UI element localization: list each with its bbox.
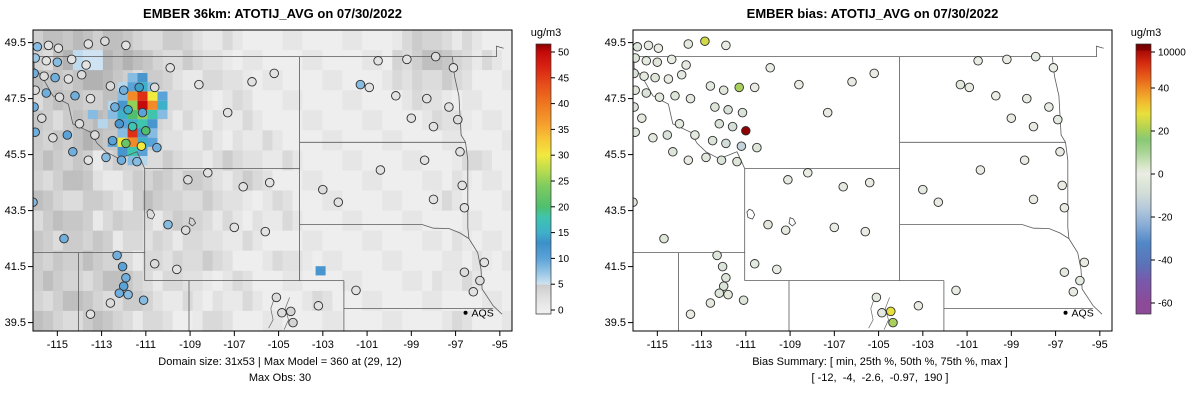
- svg-text:45.5: 45.5: [5, 149, 26, 161]
- svg-text:47.5: 47.5: [5, 93, 26, 105]
- svg-text:20: 20: [558, 202, 570, 213]
- model-raster: [33, 30, 512, 331]
- aqs-legend: AQS: [463, 307, 494, 319]
- model-panel-title: EMBER 36km: ATOTIJ_AVG on 07/30/2022: [143, 6, 402, 21]
- svg-text:43.5: 43.5: [5, 205, 26, 217]
- svg-text:-107: -107: [223, 339, 245, 351]
- svg-text:-20: -20: [1158, 213, 1173, 224]
- model-map-layers: AQS: [33, 30, 512, 331]
- bias-map: AQS -115 -113 -111 -109 -107 -105 -103 -101 -99 -9…: [605, 29, 1186, 351]
- bias-caption-summary-values: [ -12, -4, -2.6, -0.97, 190 ]: [811, 372, 949, 384]
- y-axis: 39.5 41.5 43.5 45.5 47.5 49.5: [5, 37, 33, 329]
- svg-text:40: 40: [558, 99, 570, 110]
- aqs-legend: AQS: [1063, 307, 1094, 319]
- svg-text:-111: -111: [736, 339, 756, 351]
- svg-text:49.5: 49.5: [605, 37, 626, 49]
- svg-text:-101: -101: [356, 339, 378, 351]
- svg-text:-60: -60: [1158, 299, 1173, 310]
- svg-text:-109: -109: [179, 339, 201, 351]
- svg-text:-111: -111: [136, 339, 156, 351]
- model-colorbar: 0 5 10 15 20 25 30 35 40 45 50: [535, 43, 570, 317]
- bias-caption-summary-label: Bias Summary: [ min, 25th %, 50th %, 75t…: [752, 356, 1008, 368]
- bias-map-layers: AQS: [633, 30, 1112, 331]
- bias-panel: AQS -115 -113 -111 -109 -107 -105 -103 -101 -99 -9…: [600, 0, 1200, 409]
- svg-text:39.5: 39.5: [5, 317, 26, 329]
- rivers: [868, 297, 890, 330]
- svg-text:-40: -40: [1158, 256, 1173, 267]
- svg-text:-103: -103: [312, 339, 334, 351]
- svg-text:-95: -95: [492, 339, 508, 351]
- svg-text:AQS: AQS: [472, 307, 494, 319]
- svg-text:-103: -103: [912, 339, 934, 351]
- svg-text:49.5: 49.5: [5, 37, 26, 49]
- svg-text:-113: -113: [91, 339, 112, 351]
- lakes: [146, 208, 197, 227]
- svg-text:AQS: AQS: [1072, 307, 1094, 319]
- svg-text:15: 15: [558, 228, 570, 239]
- x-axis: -115 -113 -111 -109 -107 -105 -103 -101 -99 -97 -9…: [47, 331, 508, 351]
- svg-text:-107: -107: [823, 339, 845, 351]
- svg-text:43.5: 43.5: [605, 205, 626, 217]
- svg-text:50: 50: [558, 48, 570, 59]
- obs-stations: [33, 36, 490, 328]
- model-map: AQS -115 -113 -111 -109 -107 -105 -103 -101 -99 -9…: [5, 29, 570, 351]
- svg-text:-97: -97: [1048, 339, 1064, 351]
- lakes: [746, 208, 797, 227]
- svg-text:-105: -105: [868, 339, 890, 351]
- svg-text:0: 0: [558, 306, 564, 317]
- svg-text:39.5: 39.5: [605, 317, 626, 329]
- svg-text:-101: -101: [956, 339, 978, 351]
- bias-colorbar-units: ug/m3: [1130, 27, 1162, 39]
- svg-text:-99: -99: [1003, 339, 1019, 351]
- svg-text:-105: -105: [268, 339, 290, 351]
- bias-stations: [633, 36, 1090, 328]
- svg-text:41.5: 41.5: [5, 261, 26, 273]
- svg-text:47.5: 47.5: [605, 93, 626, 105]
- svg-text:-97: -97: [448, 339, 464, 351]
- model-colorbar-units: ug/m3: [530, 27, 562, 39]
- model-panel: AQS -115 -113 -111 -109 -107 -105 -103 -101 -99 -9…: [5, 6, 570, 384]
- svg-text:45.5: 45.5: [605, 149, 626, 161]
- svg-text:5: 5: [558, 280, 564, 291]
- y-axis: 39.5 41.5 43.5 45.5 47.5 49.5: [605, 37, 633, 329]
- svg-text:-99: -99: [403, 339, 419, 351]
- svg-text:30: 30: [558, 151, 570, 162]
- svg-text:-115: -115: [47, 339, 68, 351]
- svg-text:-115: -115: [647, 339, 668, 351]
- svg-text:41.5: 41.5: [605, 261, 626, 273]
- svg-text:10: 10: [558, 254, 570, 265]
- svg-text:25: 25: [558, 177, 570, 188]
- rivers: [268, 297, 290, 330]
- svg-text:-113: -113: [691, 339, 712, 351]
- svg-text:-109: -109: [779, 339, 801, 351]
- model-caption-domain: Domain size: 31x53 | Max Model = 360 at …: [158, 356, 402, 368]
- svg-text:35: 35: [558, 125, 570, 136]
- svg-text:20: 20: [1158, 127, 1170, 138]
- model-caption-maxobs: Max Obs: 30: [248, 372, 312, 384]
- bias-panel-title: EMBER bias: ATOTIJ_AVG on 07/30/2022: [746, 6, 999, 21]
- bias-colorbar: 10000 40 20 0 -20 -40 -60: [1135, 43, 1186, 315]
- svg-text:40: 40: [1158, 84, 1170, 95]
- svg-text:-95: -95: [1092, 339, 1108, 351]
- svg-text:45: 45: [558, 73, 570, 84]
- svg-text:0: 0: [1158, 170, 1164, 181]
- x-axis: -115 -113 -111 -109 -107 -105 -103 -101 -99 -97 -9…: [647, 331, 1108, 351]
- svg-text:10000: 10000: [1158, 48, 1186, 59]
